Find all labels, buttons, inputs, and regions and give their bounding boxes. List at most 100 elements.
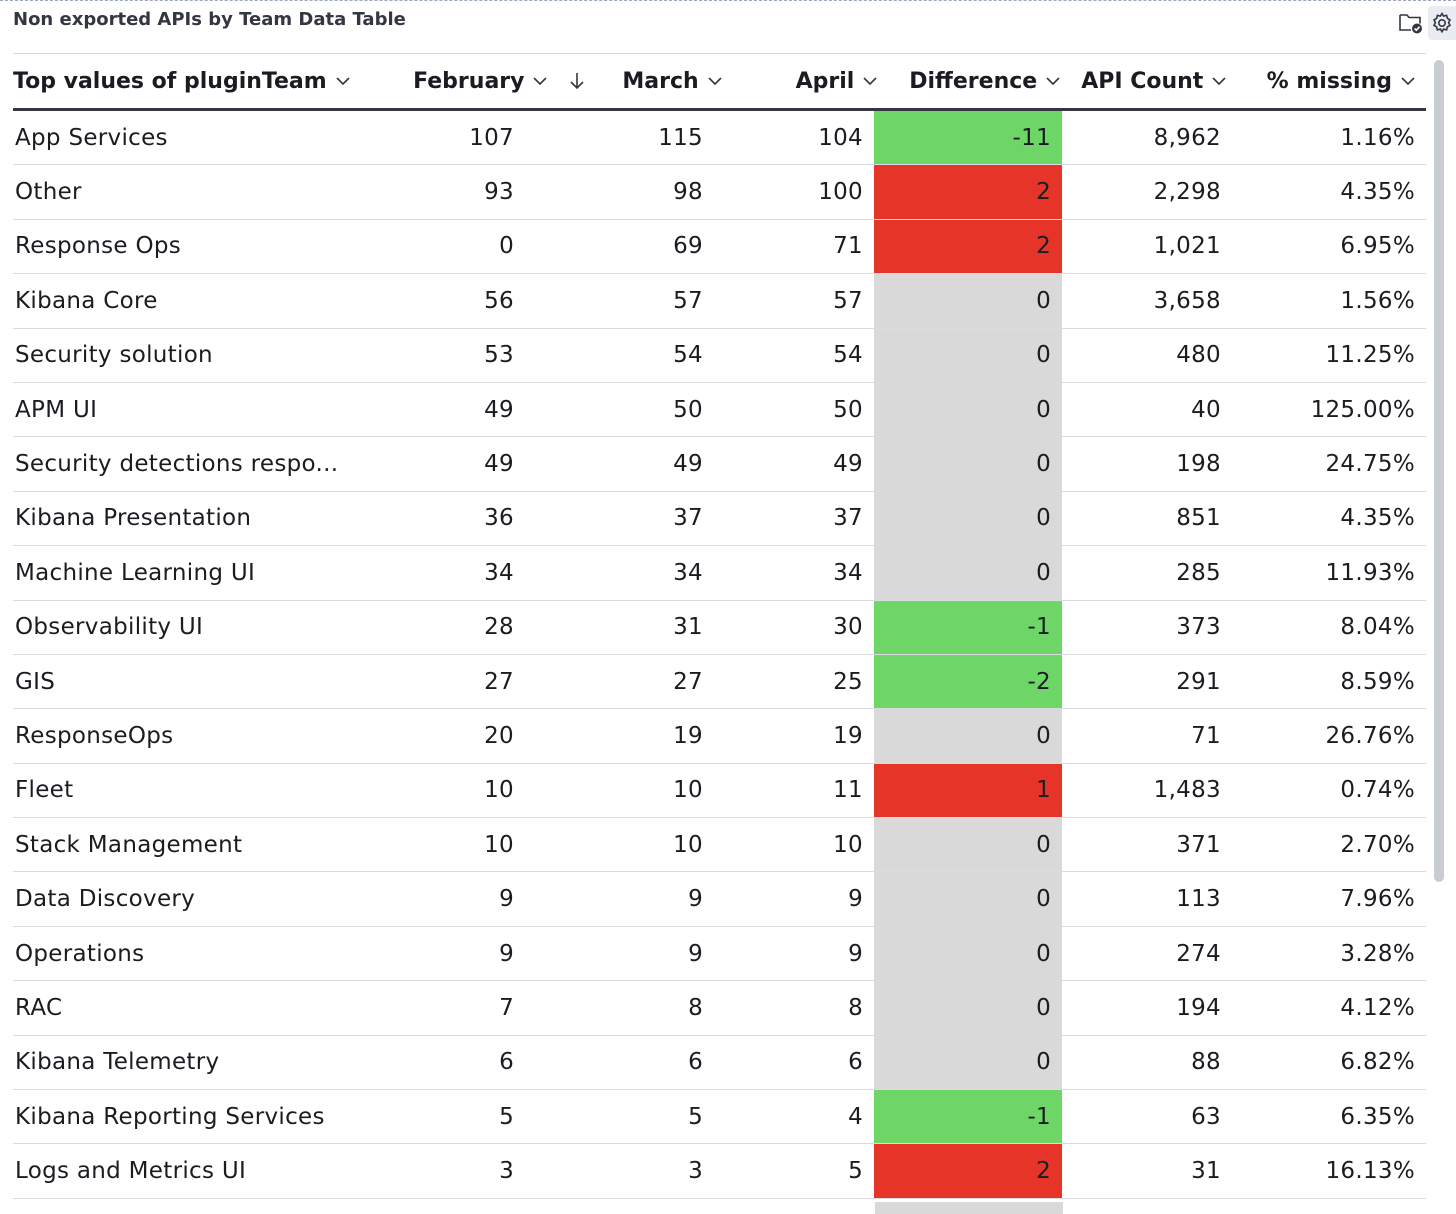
missing-cell[interactable]: 6.95% xyxy=(1340,233,1415,260)
april-cell[interactable]: 8 xyxy=(848,994,863,1021)
team-cell[interactable]: Other xyxy=(15,179,82,206)
api-count-cell[interactable]: 71 xyxy=(1191,722,1221,749)
missing-cell[interactable]: 24.75% xyxy=(1325,451,1415,478)
missing-cell[interactable]: 16.13% xyxy=(1325,1158,1415,1185)
february-cell[interactable]: 34 xyxy=(484,559,514,586)
april-cell[interactable]: 104 xyxy=(818,124,863,151)
difference-cell[interactable]: 0 xyxy=(874,872,1062,926)
difference-cell[interactable]: 0 xyxy=(874,709,1062,763)
april-cell[interactable]: 34 xyxy=(833,559,863,586)
march-cell[interactable]: 8 xyxy=(688,994,703,1021)
api-count-cell[interactable]: 851 xyxy=(1176,505,1221,532)
api-count-cell[interactable]: 285 xyxy=(1176,559,1221,586)
april-cell[interactable]: 49 xyxy=(833,451,863,478)
chevron-down-icon[interactable] xyxy=(335,76,351,86)
missing-cell[interactable]: 11.25% xyxy=(1325,342,1415,369)
team-cell[interactable]: Kibana Presentation xyxy=(15,505,252,532)
april-cell[interactable]: 10 xyxy=(833,831,863,858)
april-cell[interactable]: 4 xyxy=(848,1103,863,1130)
missing-cell[interactable]: 1.56% xyxy=(1340,287,1415,314)
difference-cell[interactable]: 0 xyxy=(874,1035,1062,1090)
difference-cell[interactable]: 0 xyxy=(874,491,1062,546)
march-cell[interactable]: 54 xyxy=(673,342,703,369)
march-cell[interactable]: 6 xyxy=(688,1049,703,1076)
february-cell[interactable]: 93 xyxy=(484,179,514,206)
march-cell[interactable]: 57 xyxy=(673,287,703,314)
column-header-missing[interactable]: % missing xyxy=(1237,69,1426,94)
team-cell[interactable]: Machine Learning UI xyxy=(15,559,256,586)
march-cell[interactable]: 10 xyxy=(673,777,703,804)
column-header-february[interactable]: February xyxy=(364,69,591,94)
chevron-down-icon[interactable] xyxy=(1211,76,1227,86)
team-cell[interactable]: GIS xyxy=(15,668,56,695)
chevron-down-icon[interactable] xyxy=(532,76,548,86)
april-cell[interactable]: 5 xyxy=(848,1158,863,1185)
folder-check-icon[interactable] xyxy=(1394,6,1428,40)
february-cell[interactable]: 9 xyxy=(499,886,514,913)
missing-cell[interactable]: 4.12% xyxy=(1340,994,1415,1021)
difference-cell[interactable]: 2 xyxy=(874,1144,1062,1198)
team-cell[interactable]: Kibana Reporting Services xyxy=(15,1103,325,1130)
vertical-scrollbar[interactable] xyxy=(1434,60,1444,882)
april-cell[interactable]: 50 xyxy=(833,396,863,423)
column-header-team[interactable]: Top values of pluginTeam xyxy=(13,69,364,94)
march-cell[interactable]: 10 xyxy=(673,831,703,858)
team-cell[interactable]: Kibana Core xyxy=(15,287,158,314)
api-count-cell[interactable]: 373 xyxy=(1176,614,1221,641)
column-header-april[interactable]: April xyxy=(733,69,889,94)
difference-cell[interactable]: -1 xyxy=(874,1090,1062,1144)
difference-cell[interactable]: 0 xyxy=(874,437,1062,491)
difference-cell[interactable]: 0 xyxy=(874,382,1062,437)
team-cell[interactable]: Operations xyxy=(15,940,145,967)
march-cell[interactable]: 9 xyxy=(688,940,703,967)
april-cell[interactable]: 71 xyxy=(833,233,863,260)
team-cell[interactable]: Fleet xyxy=(15,777,74,804)
april-cell[interactable]: 37 xyxy=(833,505,863,532)
march-cell[interactable]: 37 xyxy=(673,505,703,532)
team-cell[interactable]: Observability UI xyxy=(15,614,204,641)
april-cell[interactable]: 9 xyxy=(848,886,863,913)
missing-cell[interactable]: 2.70% xyxy=(1340,831,1415,858)
missing-cell[interactable]: 8.59% xyxy=(1340,668,1415,695)
team-cell[interactable]: App Services xyxy=(15,124,168,151)
gear-icon[interactable] xyxy=(1428,6,1456,40)
team-cell[interactable]: Kibana Telemetry xyxy=(15,1049,220,1076)
february-cell[interactable]: 107 xyxy=(469,124,514,151)
difference-cell[interactable]: 2 xyxy=(874,165,1062,219)
difference-cell[interactable]: 1 xyxy=(874,763,1062,818)
february-cell[interactable]: 28 xyxy=(484,614,514,641)
missing-cell[interactable]: 26.76% xyxy=(1325,722,1415,749)
column-header-api-count[interactable]: API Count xyxy=(1071,69,1237,94)
february-cell[interactable]: 20 xyxy=(484,722,514,749)
difference-cell[interactable]: -1 xyxy=(874,600,1062,654)
february-cell[interactable]: 53 xyxy=(484,342,514,369)
difference-cell[interactable]: 0 xyxy=(874,926,1062,981)
february-cell[interactable]: 7 xyxy=(499,994,514,1021)
april-cell[interactable]: 25 xyxy=(833,668,863,695)
chevron-down-icon[interactable] xyxy=(707,76,723,86)
missing-cell[interactable]: 6.35% xyxy=(1340,1103,1415,1130)
april-cell[interactable]: 100 xyxy=(818,179,863,206)
difference-cell[interactable]: -2 xyxy=(874,654,1062,709)
march-cell[interactable]: 34 xyxy=(673,559,703,586)
february-cell[interactable]: 10 xyxy=(484,777,514,804)
march-cell[interactable]: 9 xyxy=(688,886,703,913)
march-cell[interactable]: 69 xyxy=(673,233,703,260)
february-cell[interactable]: 36 xyxy=(484,505,514,532)
api-count-cell[interactable]: 2,298 xyxy=(1153,179,1221,206)
march-cell[interactable]: 5 xyxy=(688,1103,703,1130)
api-count-cell[interactable]: 480 xyxy=(1176,342,1221,369)
april-cell[interactable]: 6 xyxy=(848,1049,863,1076)
february-cell[interactable]: 6 xyxy=(499,1049,514,1076)
api-count-cell[interactable]: 1,483 xyxy=(1153,777,1221,804)
february-cell[interactable]: 56 xyxy=(484,287,514,314)
march-cell[interactable]: 27 xyxy=(673,668,703,695)
april-cell[interactable]: 57 xyxy=(833,287,863,314)
difference-cell[interactable]: 2 xyxy=(874,219,1062,274)
april-cell[interactable]: 54 xyxy=(833,342,863,369)
february-cell[interactable]: 0 xyxy=(499,233,514,260)
chevron-down-icon[interactable] xyxy=(1400,76,1416,86)
api-count-cell[interactable]: 31 xyxy=(1191,1158,1221,1185)
april-cell[interactable]: 11 xyxy=(833,777,863,804)
chevron-down-icon[interactable] xyxy=(862,76,878,86)
